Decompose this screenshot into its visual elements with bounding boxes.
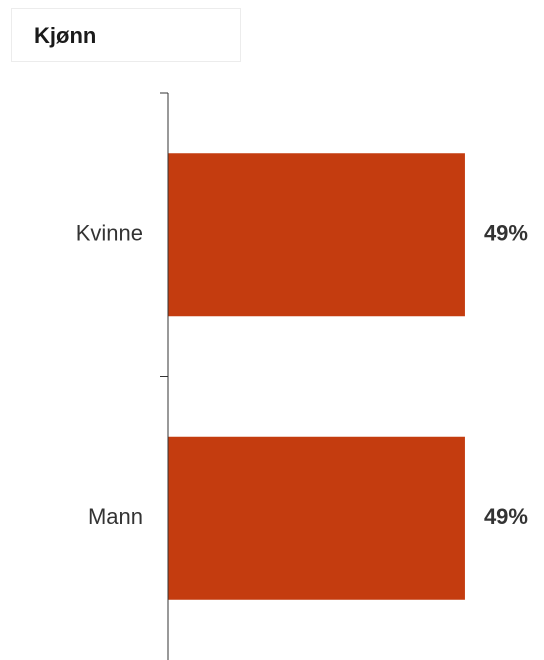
value-label: 49%	[484, 221, 528, 246]
category-label: Kvinne	[76, 221, 143, 246]
bar	[168, 436, 465, 600]
chart-title: Kjønn	[34, 23, 97, 48]
category-label: Mann	[88, 504, 143, 529]
bar	[168, 153, 465, 317]
chart-title-box: Kjønn	[11, 8, 241, 62]
value-label: 49%	[484, 504, 528, 529]
